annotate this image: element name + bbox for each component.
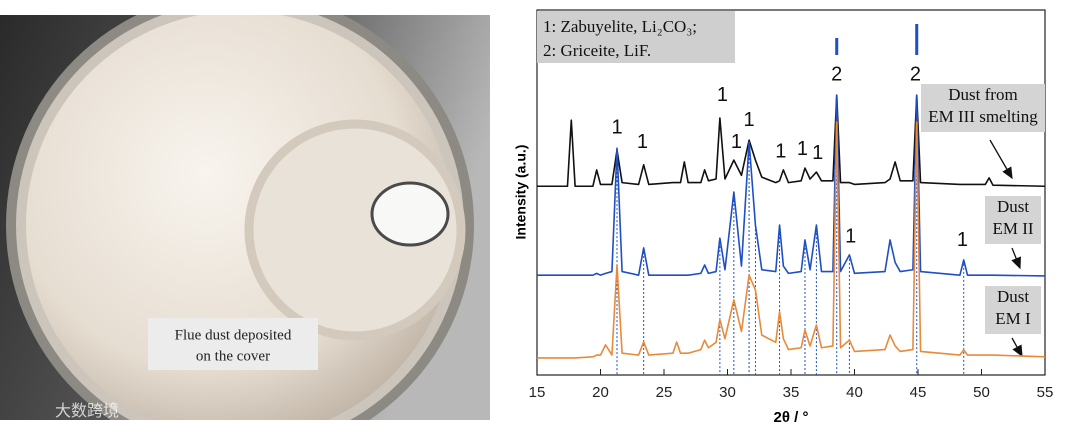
series-line [537, 94, 1046, 188]
annotation: 1 [744, 109, 755, 131]
annotation: 1 [775, 140, 786, 162]
annotation: 1 [957, 229, 968, 251]
caption-box [148, 318, 318, 370]
annotation: 1 [812, 142, 823, 164]
arrow [1011, 247, 1021, 270]
x-tick-label: 35 [783, 384, 800, 401]
arrow [989, 139, 1013, 180]
annotation: 1 [845, 225, 856, 247]
annotation: 2 [910, 63, 921, 85]
x-tick-label: 15 [529, 384, 546, 401]
annotation: 1 [717, 84, 728, 106]
series-line [537, 94, 1046, 277]
photo: Flue dust deposited on the cover 大数跨境 [0, 15, 490, 420]
x-tick-label: 45 [910, 384, 927, 401]
x-tick-label: 55 [1037, 384, 1054, 401]
legend-entry: Dust from EM III smelting [921, 84, 1045, 132]
annotation: 2 [831, 63, 842, 85]
x-axis-label: 2θ / ° [774, 409, 809, 426]
phase-label: 2: Griceite, LiF. [543, 41, 651, 60]
legend-entry: Dust EM I [985, 286, 1041, 334]
phase-label: 1: Zabuyelite, Li₂CO₃; [543, 17, 697, 36]
annotation: 1 [731, 131, 742, 153]
legend-entry: Dust EM II [985, 196, 1041, 244]
x-tick-label: 30 [719, 384, 736, 401]
inner-ring [244, 119, 466, 341]
annotation: 1 [637, 131, 648, 153]
x-tick-label: 40 [846, 384, 863, 401]
caption: on the cover [196, 348, 270, 364]
annotation: 1 [797, 138, 808, 160]
watermark: 大数跨境 [55, 401, 119, 420]
x-tick-label: 50 [973, 384, 990, 401]
caption: Flue dust deposited [175, 327, 292, 343]
arrow [1011, 337, 1023, 358]
x-tick-label: 20 [592, 384, 609, 401]
annotation: 1 [611, 116, 622, 138]
series-line [537, 121, 1046, 359]
hole [370, 181, 450, 247]
x-tick-label: 25 [656, 384, 673, 401]
y-axis-label: Intensity (a.u.) [513, 145, 529, 240]
phase-legend-box [537, 11, 735, 63]
